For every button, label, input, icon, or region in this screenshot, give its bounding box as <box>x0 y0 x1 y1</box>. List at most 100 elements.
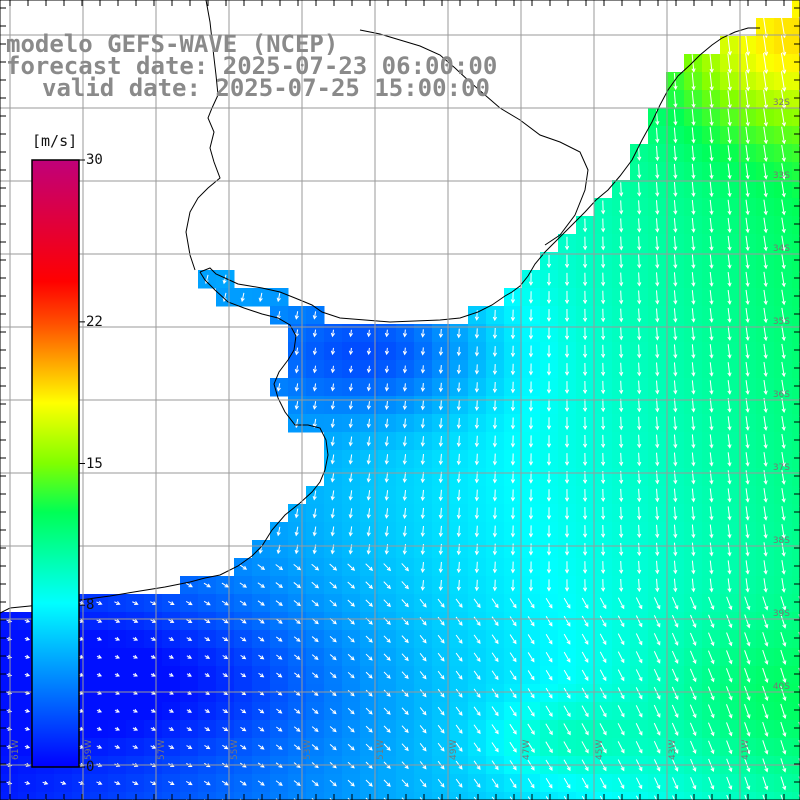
wind-arrow <box>727 253 732 270</box>
wind-arrow <box>781 181 786 198</box>
wind-arrow <box>528 579 534 592</box>
wind-arrow <box>492 507 498 520</box>
wind-arrow <box>185 600 193 606</box>
wind-arrow <box>186 654 193 659</box>
wind-arrow <box>709 90 714 109</box>
wind-arrow <box>528 399 534 412</box>
wind-arrow <box>726 650 733 665</box>
wind-cell <box>234 792 253 800</box>
wind-arrow <box>709 506 714 521</box>
wind-arrow <box>655 218 660 233</box>
wind-arrow <box>655 290 660 305</box>
wind-arrow <box>204 709 211 713</box>
wind-arrow <box>402 400 407 411</box>
wind-cell <box>522 792 541 800</box>
wind-arrow <box>763 325 768 342</box>
wind-arrow <box>637 578 642 593</box>
wind-arrow <box>132 744 139 749</box>
wind-arrow <box>655 398 660 413</box>
wind-arrow <box>491 634 499 645</box>
lon-label: 61W <box>11 740 21 760</box>
wind-arrow <box>546 254 552 269</box>
wind-arrow <box>599 687 607 700</box>
wind-arrow <box>545 705 553 717</box>
wind-arrow <box>619 272 624 287</box>
wind-arrow <box>762 685 769 701</box>
wind-arrow <box>727 199 732 216</box>
wind-arrow <box>563 651 571 663</box>
wind-cell <box>792 720 800 739</box>
wind-arrow <box>348 454 353 465</box>
wind-cell <box>378 792 397 800</box>
wind-arrow <box>671 686 679 701</box>
wind-arrow <box>438 453 443 466</box>
wind-arrow <box>563 777 571 789</box>
wind-arrow <box>781 343 786 360</box>
wind-arrow <box>293 780 301 787</box>
wind-arrow <box>474 364 480 375</box>
wind-arrow <box>617 651 625 664</box>
wind-arrow <box>744 685 751 701</box>
wind-arrow <box>563 687 571 699</box>
wind-arrow <box>114 781 121 785</box>
wind-arrow <box>673 488 678 503</box>
wind-arrow <box>546 399 552 412</box>
wind-arrow <box>114 618 121 623</box>
wind-arrow <box>24 672 31 677</box>
wind-arrow <box>348 418 353 429</box>
wind-arrow <box>150 708 156 713</box>
wind-arrow <box>563 633 571 645</box>
wind-arrow <box>527 796 531 800</box>
wind-arrow <box>707 686 715 701</box>
wind-arrow <box>601 272 606 287</box>
wind-arrow <box>619 182 624 197</box>
wind-arrow <box>419 743 427 752</box>
wind-arrow <box>563 723 571 736</box>
wind-arrow <box>545 616 553 627</box>
wind-arrow <box>744 596 751 611</box>
wind-arrow <box>384 418 389 429</box>
wind-arrow <box>329 654 337 661</box>
wind-arrow <box>619 254 624 269</box>
wind-arrow <box>293 798 300 800</box>
wind-arrow <box>780 794 784 800</box>
wind-arrow <box>619 434 624 449</box>
wind-arrow <box>132 619 139 623</box>
wind-arrow <box>744 668 751 683</box>
wind-arrow <box>727 560 732 575</box>
wind-arrow <box>727 290 732 305</box>
wind-arrow <box>655 127 660 144</box>
wind-arrow <box>745 271 750 288</box>
lon-label: 53W <box>303 740 313 760</box>
wind-arrow <box>420 471 425 484</box>
wind-arrow <box>673 127 678 144</box>
wind-arrow <box>366 490 371 501</box>
wind-arrow <box>384 383 390 392</box>
wind-arrow <box>781 560 786 575</box>
wind-cell <box>144 792 163 800</box>
wind-arrow <box>330 365 336 374</box>
wind-arrow <box>204 745 211 750</box>
wind-arrow <box>222 727 229 732</box>
wind-arrow <box>763 52 769 74</box>
forecast-date: forecast date: 2025-07-23 06:00:00 <box>6 52 498 80</box>
wind-arrow <box>655 254 660 269</box>
wind-arrow <box>763 488 768 503</box>
wind-arrow <box>654 777 661 790</box>
wind-arrow <box>311 581 320 589</box>
wind-arrow <box>492 328 498 340</box>
wind-cell <box>792 342 800 361</box>
wind-arrow <box>727 524 732 539</box>
wind-arrow <box>636 795 640 800</box>
wind-arrow <box>347 689 355 697</box>
lon-label: 43W <box>668 740 678 760</box>
wind-arrow <box>437 742 445 752</box>
wind-arrow <box>546 417 552 430</box>
wind-arrow <box>528 417 534 430</box>
wind-arrow <box>762 703 769 719</box>
wind-cell <box>792 198 800 217</box>
wind-arrow <box>150 726 157 731</box>
wind-arrow <box>491 688 499 699</box>
wind-cell <box>360 792 379 800</box>
wind-arrow <box>637 254 642 269</box>
